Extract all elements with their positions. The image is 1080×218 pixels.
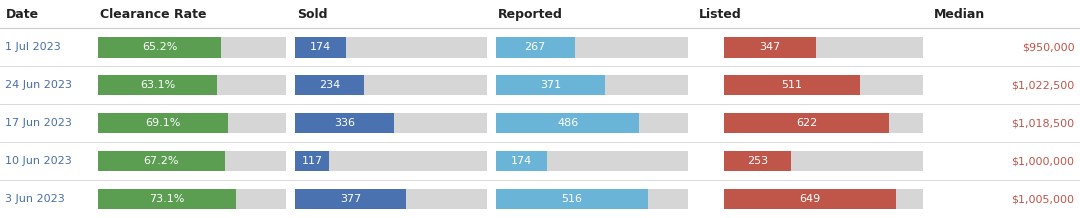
- Bar: [98, 37, 286, 58]
- Bar: [496, 75, 688, 95]
- Bar: [295, 75, 487, 95]
- Bar: [98, 75, 217, 95]
- Text: 24 Jun 2023: 24 Jun 2023: [5, 80, 72, 90]
- Text: $1,000,000: $1,000,000: [1012, 156, 1075, 166]
- Text: 234: 234: [319, 80, 340, 90]
- Text: 377: 377: [340, 194, 361, 204]
- Text: 10 Jun 2023: 10 Jun 2023: [5, 156, 72, 166]
- Text: 1 Jul 2023: 1 Jul 2023: [5, 42, 62, 52]
- Text: Sold: Sold: [297, 8, 327, 21]
- Text: 516: 516: [562, 194, 582, 204]
- Text: 73.1%: 73.1%: [149, 194, 185, 204]
- Bar: [98, 113, 286, 133]
- Bar: [295, 37, 347, 58]
- Text: $1,018,500: $1,018,500: [1012, 118, 1075, 128]
- Bar: [496, 113, 688, 133]
- Text: 67.2%: 67.2%: [144, 156, 179, 166]
- Text: Date: Date: [5, 8, 39, 21]
- Text: $1,005,000: $1,005,000: [1012, 194, 1075, 204]
- Bar: [98, 75, 286, 95]
- Text: Median: Median: [934, 8, 985, 21]
- Bar: [724, 75, 860, 95]
- Text: 174: 174: [310, 42, 332, 52]
- Bar: [496, 151, 688, 171]
- Text: 347: 347: [759, 42, 781, 52]
- Bar: [724, 75, 923, 95]
- Text: 336: 336: [334, 118, 355, 128]
- Text: 511: 511: [781, 80, 802, 90]
- Bar: [496, 37, 688, 58]
- Text: 649: 649: [799, 194, 821, 204]
- Text: 65.2%: 65.2%: [141, 42, 177, 52]
- Bar: [496, 189, 648, 209]
- Bar: [98, 189, 235, 209]
- Text: 117: 117: [301, 156, 323, 166]
- Text: 371: 371: [540, 80, 562, 90]
- Bar: [724, 113, 889, 133]
- Bar: [724, 37, 816, 58]
- Text: 174: 174: [511, 156, 532, 166]
- Text: Listed: Listed: [699, 8, 742, 21]
- Bar: [724, 151, 791, 171]
- Bar: [496, 189, 688, 209]
- Bar: [295, 113, 394, 133]
- Bar: [496, 37, 575, 58]
- Text: 63.1%: 63.1%: [140, 80, 175, 90]
- Bar: [496, 113, 639, 133]
- Bar: [295, 113, 487, 133]
- Text: 622: 622: [796, 118, 818, 128]
- Bar: [295, 37, 487, 58]
- Text: 267: 267: [525, 42, 545, 52]
- Bar: [724, 189, 923, 209]
- Bar: [724, 113, 923, 133]
- Bar: [295, 151, 487, 171]
- Text: 3 Jun 2023: 3 Jun 2023: [5, 194, 65, 204]
- Text: 17 Jun 2023: 17 Jun 2023: [5, 118, 72, 128]
- Bar: [98, 37, 220, 58]
- Bar: [496, 75, 606, 95]
- Text: $950,000: $950,000: [1022, 42, 1075, 52]
- Bar: [98, 113, 228, 133]
- Text: $1,022,500: $1,022,500: [1011, 80, 1075, 90]
- Bar: [98, 189, 286, 209]
- Bar: [295, 189, 487, 209]
- Text: 486: 486: [557, 118, 578, 128]
- Text: 253: 253: [746, 156, 768, 166]
- Bar: [295, 75, 364, 95]
- Bar: [98, 151, 286, 171]
- Text: Reported: Reported: [498, 8, 563, 21]
- Bar: [724, 37, 923, 58]
- Bar: [724, 151, 923, 171]
- Bar: [98, 151, 225, 171]
- Bar: [295, 151, 329, 171]
- Bar: [496, 151, 548, 171]
- Bar: [724, 189, 896, 209]
- Bar: [295, 189, 406, 209]
- Text: 69.1%: 69.1%: [146, 118, 180, 128]
- Text: Clearance Rate: Clearance Rate: [100, 8, 207, 21]
